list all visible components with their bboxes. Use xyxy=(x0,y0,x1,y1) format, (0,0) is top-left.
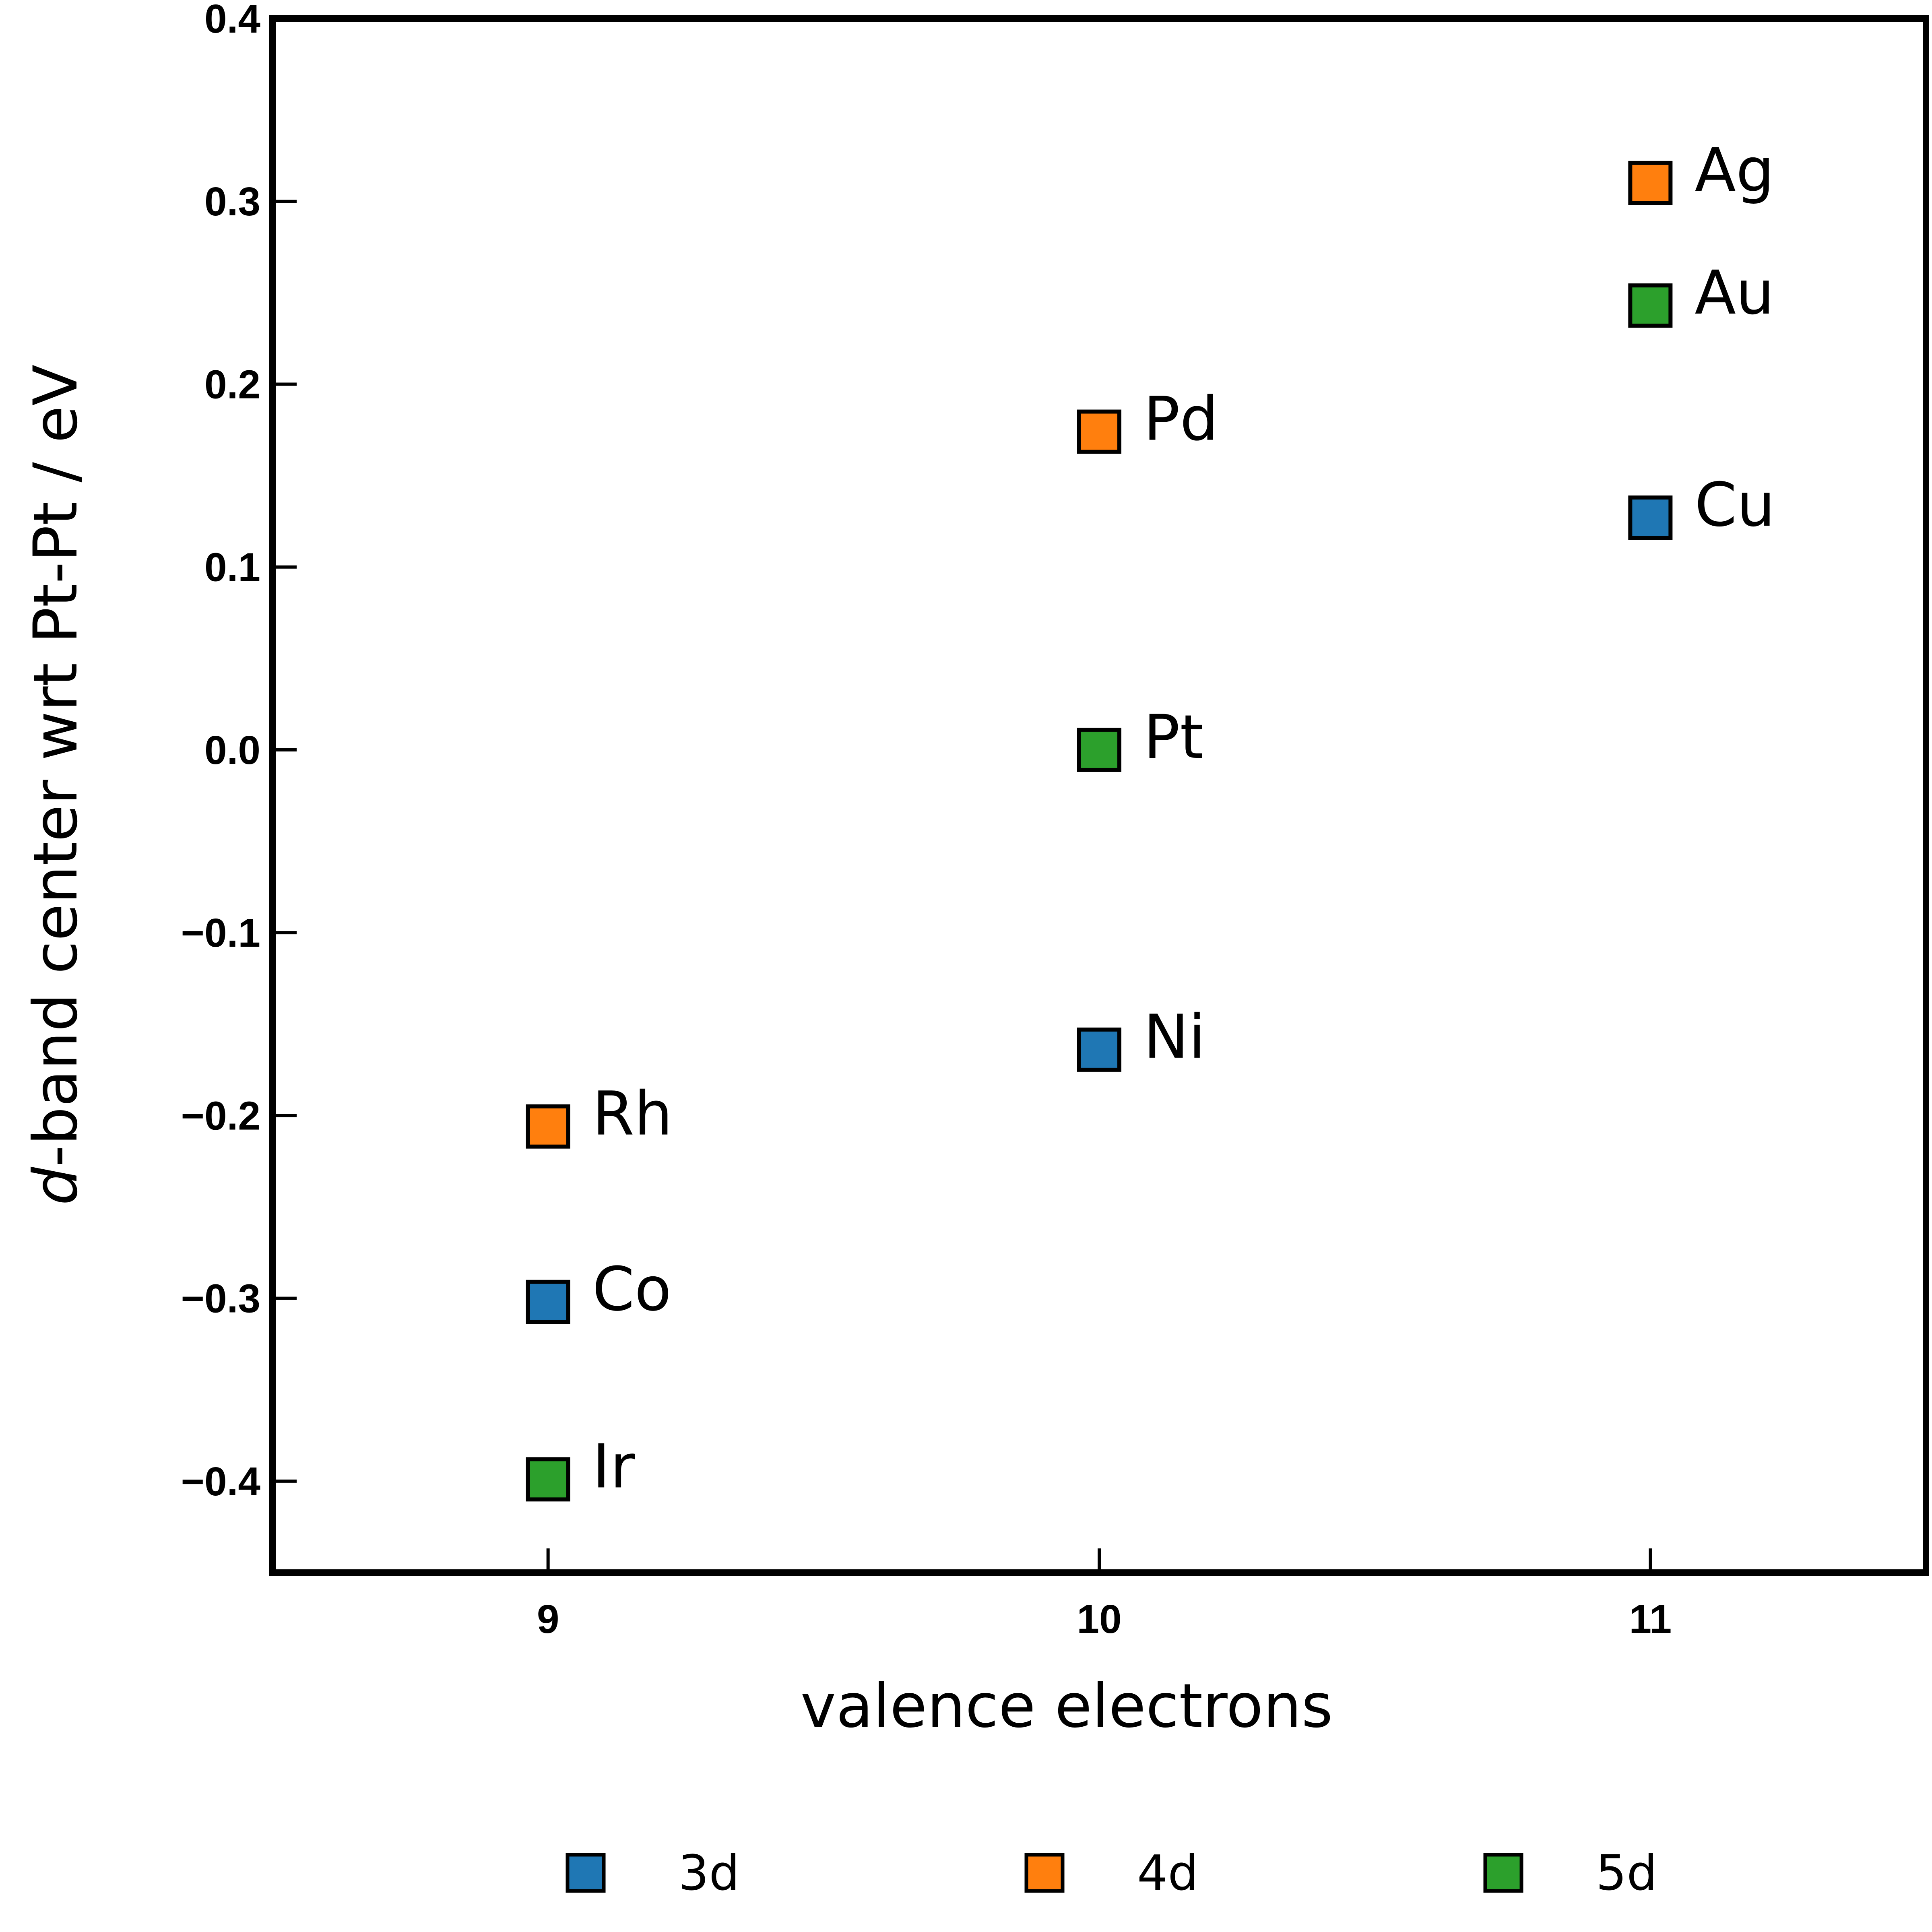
point-label-ir: Ir xyxy=(592,1432,635,1502)
data-point-pt xyxy=(1077,727,1121,772)
data-point-pd xyxy=(1077,409,1121,454)
data-point-au xyxy=(1628,283,1673,328)
y-tick-label: 0.4 xyxy=(204,0,260,41)
point-label-cu: Cu xyxy=(1695,470,1775,540)
y-axis-title: d-band center wrt Pt-Pt / eV xyxy=(21,364,91,1205)
point-label-pd: Pd xyxy=(1144,384,1218,454)
data-point-ni xyxy=(1077,1027,1121,1072)
plot-frame xyxy=(269,15,1929,1576)
y-tick-label: 0.0 xyxy=(204,728,260,773)
y-tick-label: 0.2 xyxy=(204,362,260,407)
legend: 3d 4d 5d xyxy=(566,1845,1657,1901)
legend-swatch-4d xyxy=(1024,1853,1065,1893)
y-axis-title-italic: d xyxy=(21,1167,91,1205)
legend-swatch-3d xyxy=(566,1853,606,1893)
legend-label-4d: 4d xyxy=(1137,1845,1199,1901)
data-point-rh xyxy=(526,1104,570,1149)
y-tick-label: −0.3 xyxy=(181,1276,260,1321)
data-point-ir xyxy=(526,1457,570,1502)
x-tick-label: 10 xyxy=(1077,1597,1121,1642)
y-tick-label: −0.4 xyxy=(181,1459,261,1504)
point-label-ni: Ni xyxy=(1144,1002,1205,1072)
y-axis-title-rest: -band center wrt Pt-Pt / eV xyxy=(21,364,91,1167)
y-tick-label: −0.2 xyxy=(181,1093,260,1138)
y-tick-label: 0.3 xyxy=(204,179,260,224)
point-label-pt: Pt xyxy=(1144,702,1203,772)
x-axis-title: valence electrons xyxy=(800,1671,1333,1741)
legend-label-3d: 3d xyxy=(678,1845,740,1901)
point-label-ag: Ag xyxy=(1695,136,1774,206)
data-point-cu xyxy=(1628,495,1673,540)
y-tick-label: −0.1 xyxy=(181,910,260,956)
x-tick-label: 11 xyxy=(1629,1597,1672,1642)
data-points: Co Ni Cu Rh Pd Ag Ir Pt Au xyxy=(526,136,1775,1502)
legend-label-5d: 5d xyxy=(1596,1845,1657,1901)
point-label-rh: Rh xyxy=(592,1079,673,1149)
x-axis-ticks: 9 10 11 xyxy=(537,1548,1672,1642)
data-point-co xyxy=(526,1280,570,1324)
y-axis-ticks: 0.4 0.3 0.2 0.1 0.0 −0.1 −0.2 −0.3 −0.4 xyxy=(181,0,297,1504)
x-tick-label: 9 xyxy=(537,1597,559,1642)
data-point-ag xyxy=(1628,161,1673,205)
point-label-co: Co xyxy=(592,1255,672,1325)
point-label-au: Au xyxy=(1695,258,1774,328)
legend-swatch-5d xyxy=(1483,1853,1523,1893)
y-tick-label: 0.1 xyxy=(204,545,260,590)
